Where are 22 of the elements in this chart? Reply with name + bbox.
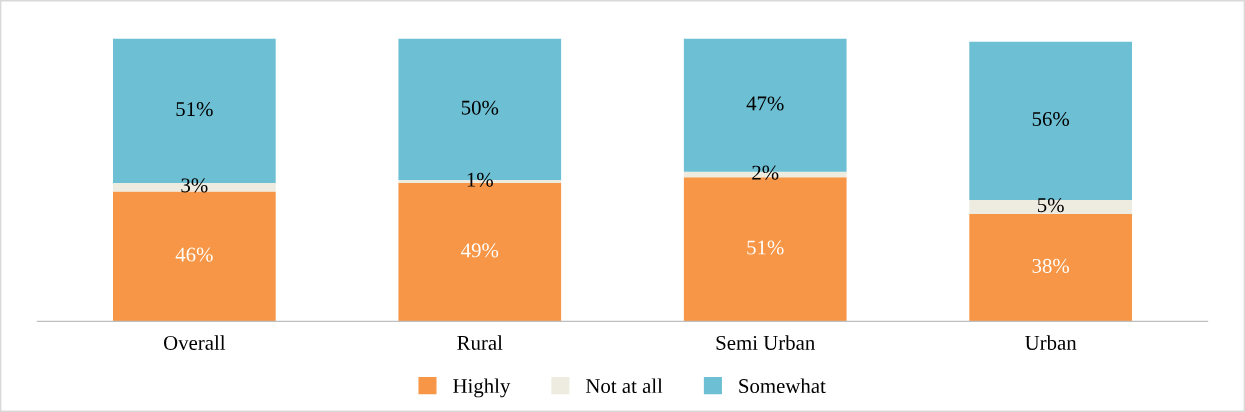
legend-label: Not at all bbox=[585, 378, 663, 394]
x-tick-label: Overall bbox=[163, 335, 226, 350]
data-label: 50% bbox=[461, 100, 499, 115]
data-label: 56% bbox=[1032, 111, 1070, 127]
bar bbox=[112, 191, 276, 322]
legend-label: Somewhat bbox=[739, 378, 826, 394]
data-label: 2% bbox=[752, 165, 779, 180]
x-tick-label: Urban bbox=[1025, 335, 1077, 350]
data-label: 46% bbox=[175, 247, 213, 262]
bar bbox=[969, 199, 1133, 214]
x-tick-label: Rural bbox=[457, 335, 503, 350]
data-label: 3% bbox=[181, 178, 208, 193]
data-label: 51% bbox=[747, 240, 784, 255]
bar bbox=[969, 214, 1133, 322]
x-tick-label: Semi Urban bbox=[716, 335, 815, 350]
data-label: 5% bbox=[1037, 198, 1064, 213]
bar bbox=[969, 41, 1133, 200]
data-label: 51% bbox=[176, 102, 213, 117]
data-label: 49% bbox=[461, 243, 499, 258]
data-label: 38% bbox=[1032, 258, 1070, 273]
data-label: 47% bbox=[746, 96, 784, 111]
legend-label: Highly bbox=[453, 378, 511, 398]
